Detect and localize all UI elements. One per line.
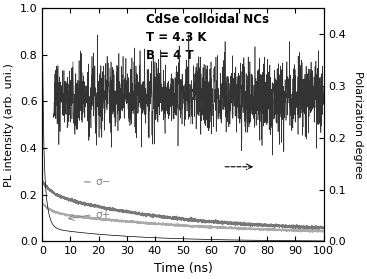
Y-axis label: PL intensity (arb. uni.): PL intensity (arb. uni.) <box>4 63 14 187</box>
Text: σ−: σ− <box>96 177 111 187</box>
Text: σ+: σ+ <box>96 210 111 220</box>
Y-axis label: Polarization degree: Polarization degree <box>353 71 363 179</box>
Text: CdSe colloidal NCs
T = 4.3 K
B = 4 T: CdSe colloidal NCs T = 4.3 K B = 4 T <box>146 13 269 62</box>
X-axis label: Time (ns): Time (ns) <box>153 262 212 275</box>
